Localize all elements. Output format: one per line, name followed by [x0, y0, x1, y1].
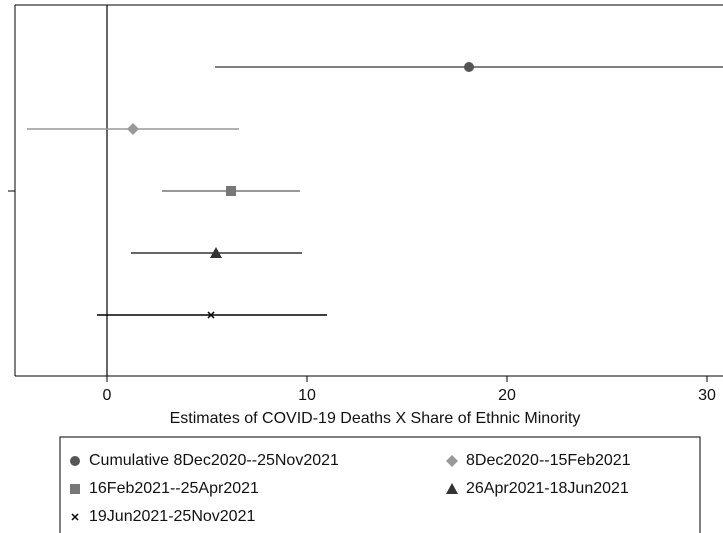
legend-label: 8Dec2020--15Feb2021 — [466, 452, 631, 469]
x-tick-label: 30 — [698, 387, 716, 404]
legend-marker — [446, 455, 458, 467]
legend-box — [59, 436, 701, 533]
x-tick-label: 0 — [103, 387, 112, 404]
point — [464, 62, 474, 72]
legend-marker — [70, 484, 80, 494]
point — [207, 311, 215, 319]
x-axis-title: Estimates of COVID-19 Deaths X Share of … — [170, 410, 581, 427]
x-tick-label: 10 — [298, 387, 316, 404]
legend-label: 16Feb2021--25Apr2021 — [89, 480, 259, 497]
legend-marker — [71, 513, 79, 521]
point — [226, 186, 236, 196]
point — [210, 247, 222, 258]
x-tick-label: 20 — [498, 387, 516, 404]
legend-label: 19Jun2021-25Nov2021 — [89, 508, 255, 525]
legend-label: Cumulative 8Dec2020--25Nov2021 — [89, 452, 339, 469]
legend-marker — [70, 456, 80, 466]
legend-label: 26Apr2021-18Jun2021 — [466, 480, 629, 497]
point — [127, 123, 139, 135]
plot-area — [27, 5, 723, 376]
legend-marker — [446, 483, 458, 494]
